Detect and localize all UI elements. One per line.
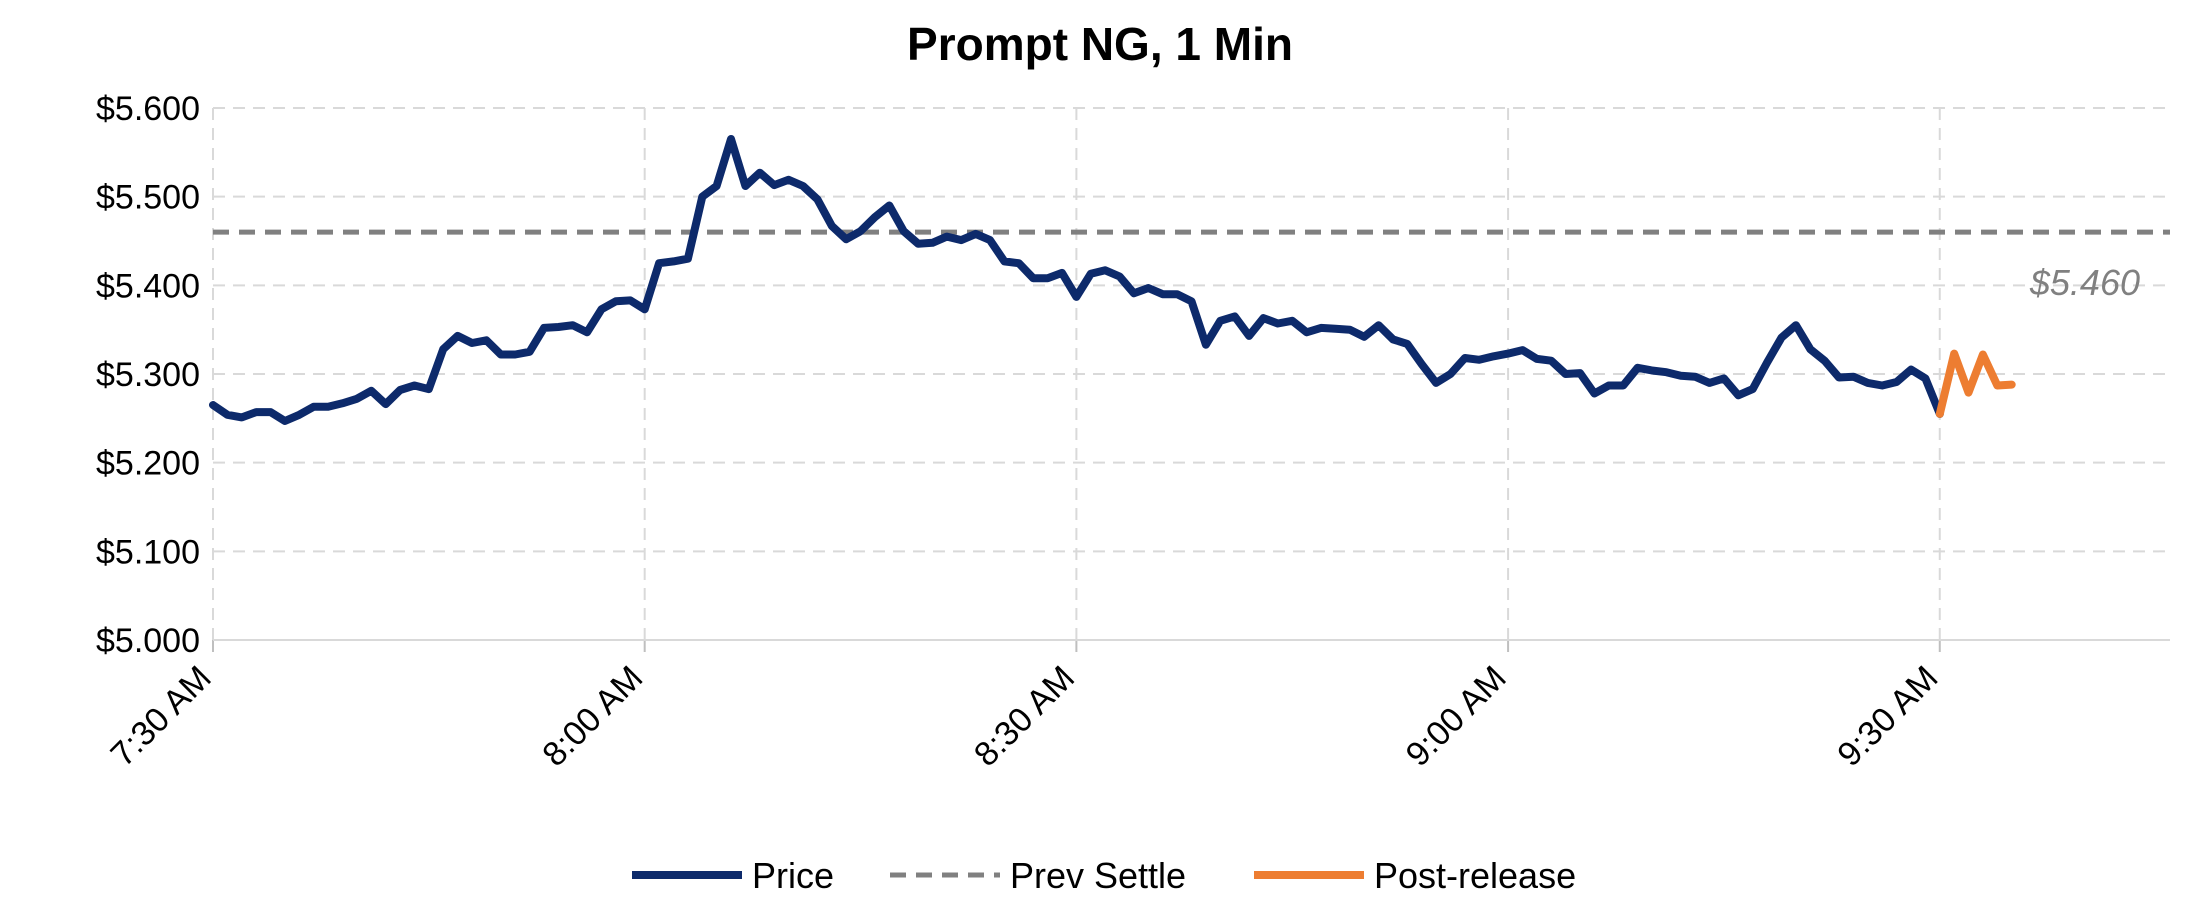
x-tick-label: 9:30 AM	[1830, 659, 1945, 774]
x-axis: 7:30 AM 8:00 AM 8:30 AM 9:00 AM 9:30 AM	[104, 640, 1945, 774]
y-tick-label: $5.000	[96, 622, 200, 660]
y-tick-label: $5.600	[96, 90, 200, 128]
legend-post-release-label: Post-release	[1374, 855, 1576, 896]
x-tick-label: 7:30 AM	[104, 659, 219, 774]
x-tick-label: 9:00 AM	[1399, 659, 1514, 774]
legend-prev-settle-label: Prev Settle	[1010, 855, 1186, 896]
post-release-line	[1935, 349, 2016, 418]
y-tick-label: $5.200	[96, 445, 200, 483]
y-axis: $5.000 $5.100 $5.200 $5.300 $5.400 $5.500 $5.6…	[96, 90, 200, 660]
y-tick-label: $5.500	[96, 179, 200, 217]
legend-price-label: Price	[752, 855, 834, 896]
prev-settle-annotation: $5.460	[2029, 262, 2140, 303]
price-line	[209, 135, 1944, 425]
y-tick-label: $5.300	[96, 356, 200, 394]
x-tick-label: 8:00 AM	[535, 659, 650, 774]
legend: Price Prev Settle Post-release	[632, 855, 1576, 896]
y-tick-label: $5.400	[96, 267, 200, 305]
chart-title: Prompt NG, 1 Min	[907, 18, 1293, 70]
grid	[212, 107, 2170, 640]
x-tick-label: 8:30 AM	[967, 659, 1082, 774]
y-tick-label: $5.100	[96, 533, 200, 571]
